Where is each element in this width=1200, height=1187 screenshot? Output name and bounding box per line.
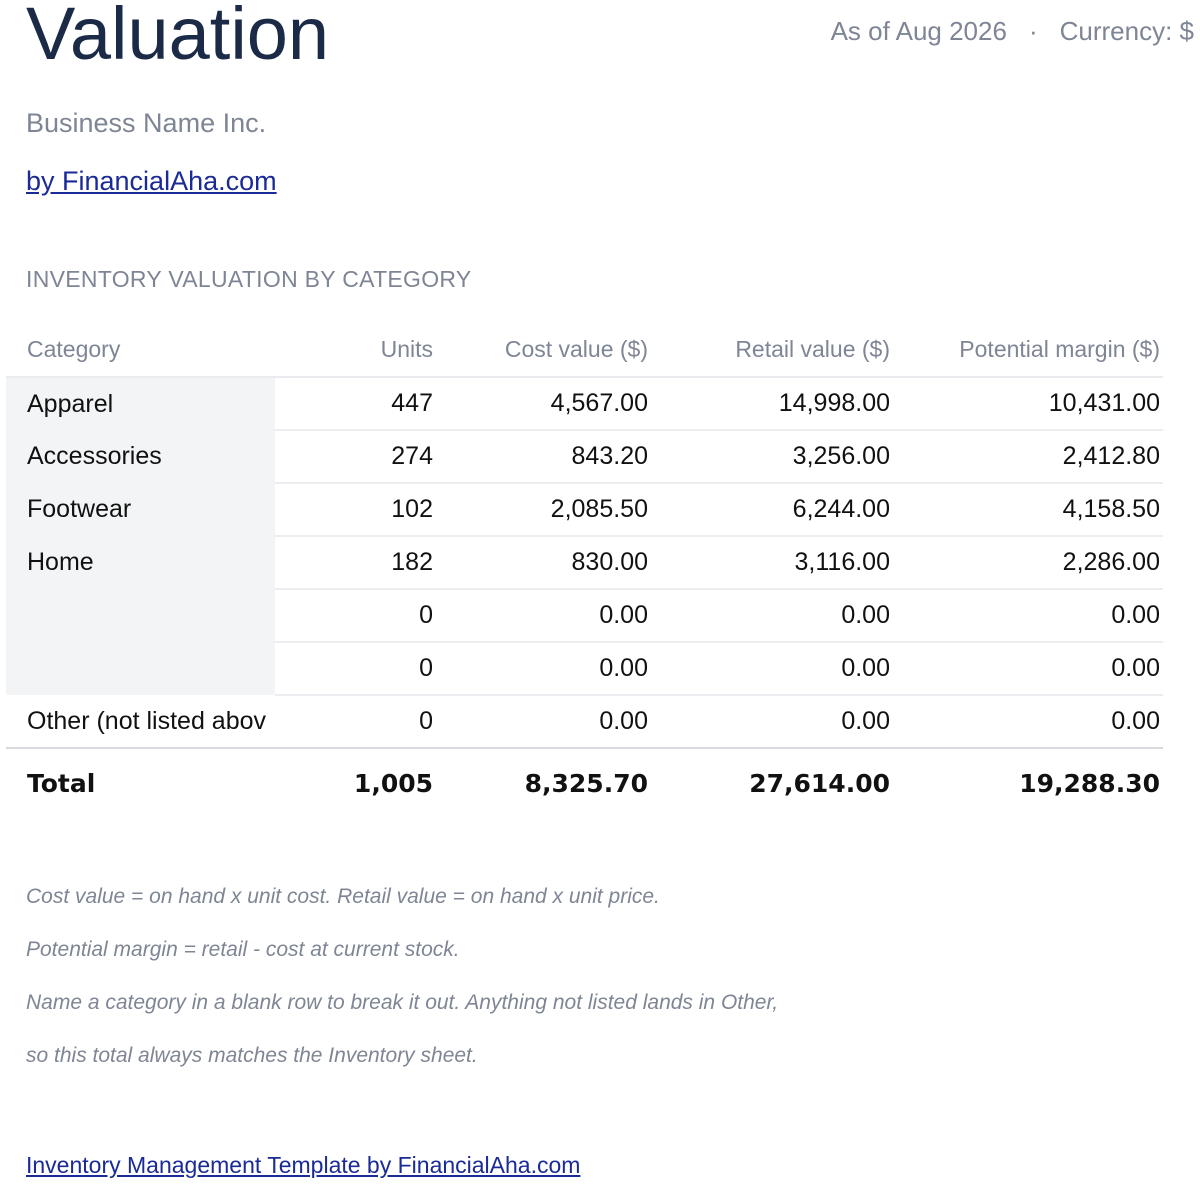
column-header-potential-margin: Potential margin ($) [893,323,1163,378]
potential-margin-cell: 0.00 [893,695,1163,749]
cost-value-cell: 0.00 [436,589,651,643]
table-row: Apparel 447 4,567.00 14,998.00 10,431.00 [6,377,1163,431]
total-units: 1,005 [275,748,436,817]
category-cell[interactable]: Apparel [6,377,275,430]
cost-value-cell: 0.00 [436,642,651,696]
potential-margin-cell: 2,286.00 [893,536,1163,590]
currency-label: Currency: $ [1059,16,1194,46]
note-line: Potential margin = retail - cost at curr… [26,938,460,961]
retail-value-cell: 0.00 [651,589,893,643]
cost-value-cell: 4,567.00 [436,377,651,431]
table-row-other: Other (not listed abov 0 0.00 0.00 0.00 [6,695,1163,749]
table-row: 0 0.00 0.00 0.00 [6,589,1163,643]
retail-value-cell: 3,116.00 [651,536,893,590]
cost-value-cell: 0.00 [436,695,651,749]
category-cell[interactable]: Accessories [6,430,275,483]
potential-margin-cell: 0.00 [893,589,1163,643]
footer-link[interactable]: Inventory Management Template by Financi… [26,1152,581,1178]
column-header-units: Units [275,323,436,378]
units-cell: 0 [275,589,436,643]
units-cell: 102 [275,483,436,537]
units-cell: 274 [275,430,436,484]
total-cost-value: 8,325.70 [436,748,651,817]
column-header-retail-value: Retail value ($) [651,323,893,378]
units-cell: 182 [275,536,436,590]
potential-margin-cell: 10,431.00 [893,377,1163,431]
category-cell[interactable]: Home [6,536,275,589]
table-row: Footwear 102 2,085.50 6,244.00 4,158.50 [6,483,1163,537]
potential-margin-cell: 0.00 [893,642,1163,696]
units-cell: 0 [275,642,436,696]
cost-value-cell: 830.00 [436,536,651,590]
footer: Inventory Management Template by Financi… [26,1152,580,1179]
page-title: Valuation [26,0,330,75]
total-potential-margin: 19,288.30 [893,748,1163,817]
units-cell: 447 [275,377,436,431]
total-label: Total [6,748,275,817]
as-of-date: As of Aug 2026 [830,16,1007,46]
column-header-category: Category [6,323,275,378]
category-cell-other: Other (not listed abov [6,695,275,749]
cost-value-cell: 843.20 [436,430,651,484]
note-line: Cost value = on hand x unit cost. Retail… [26,885,660,908]
valuation-table: Category Units Cost value ($) Retail val… [6,323,1163,817]
notes: Cost value = on hand x unit cost. Retail… [26,880,778,1092]
column-header-cost-value: Cost value ($) [436,323,651,378]
table-total-row: Total 1,005 8,325.70 27,614.00 19,288.30 [6,748,1163,817]
byline-link[interactable]: by FinancialAha.com [26,166,277,196]
retail-value-cell: 3,256.00 [651,430,893,484]
retail-value-cell: 6,244.00 [651,483,893,537]
section-title: INVENTORY VALUATION BY CATEGORY [26,266,472,292]
retail-value-cell: 0.00 [651,695,893,749]
category-cell[interactable]: Footwear [6,483,275,536]
category-cell-blank[interactable] [6,589,275,642]
category-cell-blank[interactable] [6,642,275,695]
byline: by FinancialAha.com [26,166,277,197]
potential-margin-cell: 4,158.50 [893,483,1163,537]
header-meta: As of Aug 2026 · Currency: $ [831,16,1194,47]
retail-value-cell: 14,998.00 [651,377,893,431]
total-retail-value: 27,614.00 [651,748,893,817]
business-name: Business Name Inc. [26,108,267,138]
potential-margin-cell: 2,412.80 [893,430,1163,484]
retail-value-cell: 0.00 [651,642,893,696]
cost-value-cell: 2,085.50 [436,483,651,537]
table-row: 0 0.00 0.00 0.00 [6,642,1163,696]
units-cell: 0 [275,695,436,749]
note-line: Name a category in a blank row to break … [26,991,779,1014]
table-header-row: Category Units Cost value ($) Retail val… [6,323,1163,378]
meta-separator: · [1028,16,1038,46]
table-row: Home 182 830.00 3,116.00 2,286.00 [6,536,1163,590]
note-line: so this total always matches the Invento… [26,1044,478,1067]
table-row: Accessories 274 843.20 3,256.00 2,412.80 [6,430,1163,484]
